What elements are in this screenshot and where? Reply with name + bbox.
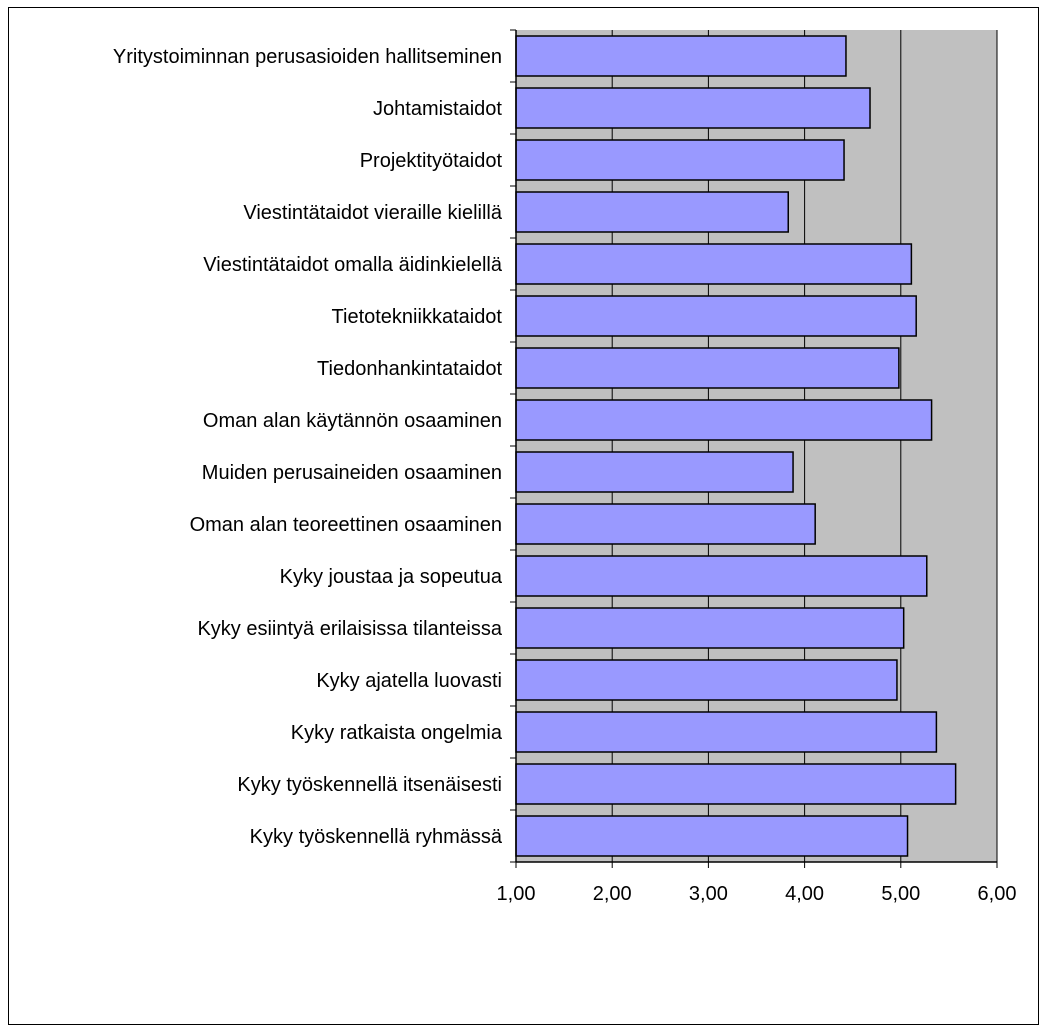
bar <box>515 139 845 181</box>
bar <box>515 295 917 337</box>
category-label: Johtamistaidot <box>373 98 502 120</box>
bar <box>515 607 905 649</box>
bar <box>515 243 913 285</box>
x-tick-label: 5,00 <box>881 883 920 905</box>
category-label: Kyky työskennellä ryhmässä <box>250 826 503 848</box>
bar <box>515 555 928 597</box>
bar <box>515 191 789 233</box>
x-tick-label: 2,00 <box>593 883 632 905</box>
category-label: Oman alan teoreettinen osaaminen <box>190 514 502 536</box>
tick-labels: 1,00 2,00 3,00 4,00 5,00 6,00 <box>497 883 1017 905</box>
bar <box>515 763 957 805</box>
axes <box>510 29 998 868</box>
category-label: Kyky joustaa ja sopeutua <box>280 566 503 588</box>
bar <box>515 711 938 753</box>
category-label: Tietotekniikkataidot <box>332 306 503 328</box>
category-label: Oman alan käytännön osaaminen <box>203 410 502 432</box>
bars <box>515 35 957 857</box>
category-labels: Yritystoiminnan perusasioiden hallitsemi… <box>113 46 503 848</box>
bar <box>515 659 898 701</box>
category-label: Tiedonhankintataidot <box>317 358 502 380</box>
bar <box>515 87 871 129</box>
bar <box>515 451 794 493</box>
category-label: Muiden perusaineiden osaaminen <box>202 462 502 484</box>
bar <box>515 347 900 389</box>
x-tick-label: 6,00 <box>978 883 1017 905</box>
category-label: Projektityötaidot <box>360 150 503 172</box>
category-label: Kyky esiintyä erilaisissa tilanteissa <box>197 618 502 640</box>
category-label: Viestintätaidot vieraille kielillä <box>243 202 503 224</box>
category-label: Kyky ajatella luovasti <box>316 670 502 692</box>
category-label: Yritystoiminnan perusasioiden hallitsemi… <box>113 46 502 68</box>
category-label: Viestintätaidot omalla äidinkielellä <box>203 254 503 276</box>
x-tick-label: 1,00 <box>497 883 536 905</box>
category-label: Kyky ratkaista ongelmia <box>291 722 503 744</box>
x-tick-label: 3,00 <box>689 883 728 905</box>
bar <box>515 399 933 441</box>
bar <box>515 503 816 545</box>
bar <box>515 815 909 857</box>
category-label: Kyky työskennellä itsenäisesti <box>237 774 502 796</box>
x-tick-label: 4,00 <box>785 883 824 905</box>
bar <box>515 35 847 77</box>
